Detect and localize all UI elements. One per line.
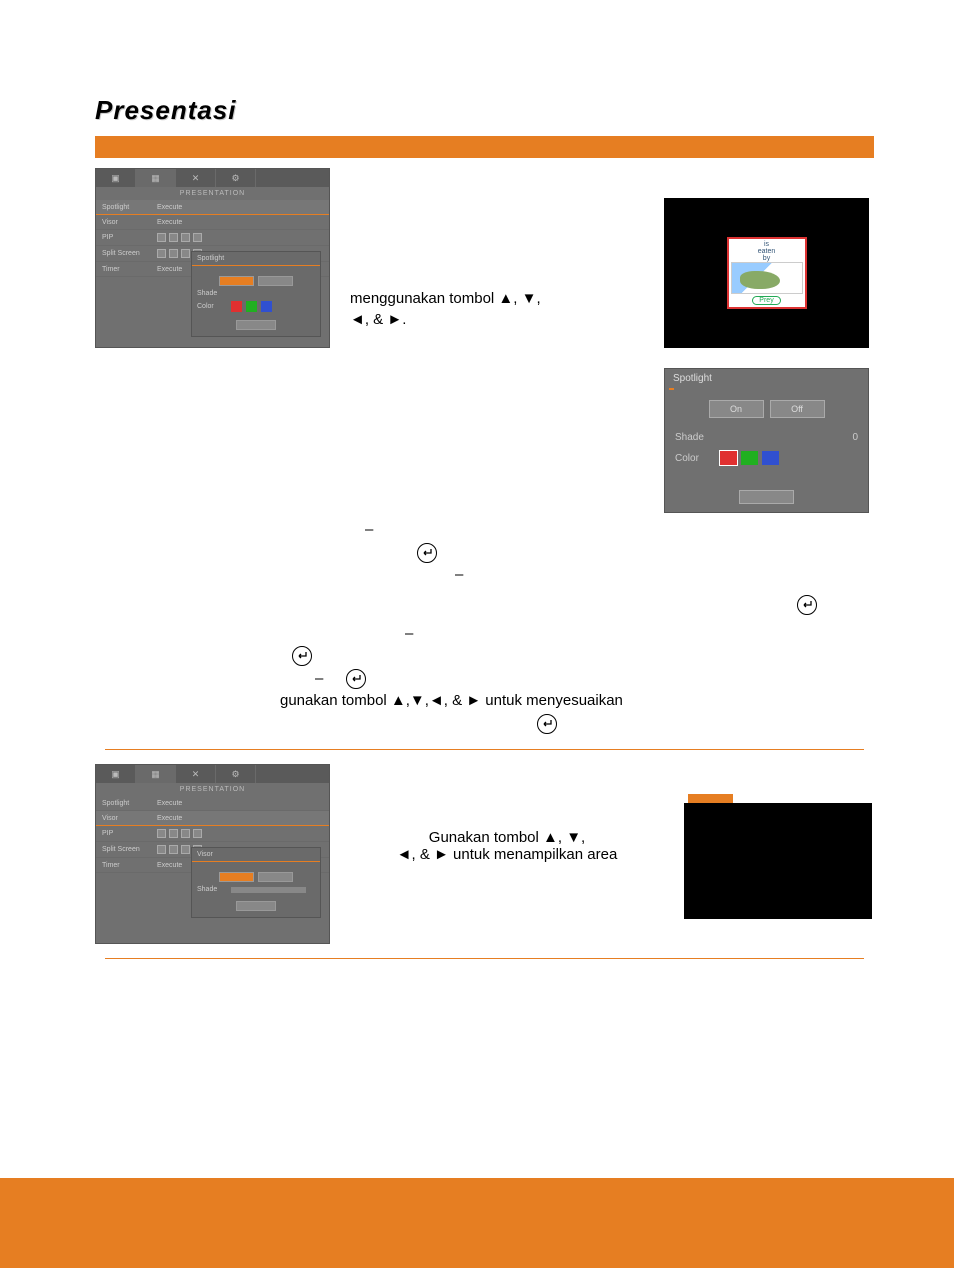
- spotlight-submenu: Spotlight On Off Shade 0 Color: [664, 368, 869, 513]
- tab-icon: ⚙: [216, 169, 256, 187]
- menu-row-visor: VisorExecute: [96, 811, 329, 826]
- tab-icon: ▣: [96, 169, 136, 187]
- preview-card: is eaten by Prey: [727, 237, 807, 309]
- swatch-green: [741, 451, 758, 465]
- swatch-red: [231, 301, 242, 312]
- tab-icon: ✕: [176, 169, 216, 187]
- swatch-blue: [762, 451, 779, 465]
- divider: [105, 958, 864, 959]
- ok-button: [739, 490, 794, 504]
- menu-row-spotlight: SpotlightExecute: [96, 796, 329, 811]
- menu-title: PRESENTATION: [96, 783, 329, 796]
- spotlight-popup: Spotlight Shade Color: [191, 251, 321, 337]
- visor-popup: Visor Shade: [191, 847, 321, 918]
- enter-icon: [346, 669, 366, 689]
- tab-icon: ✕: [176, 765, 216, 783]
- off-button: Off: [770, 400, 825, 418]
- body-text-1: menggunakan tombol ▲, ▼, ◄, & ►.: [350, 168, 644, 513]
- tab-icon: ▦: [136, 765, 176, 783]
- enter-icon: [537, 714, 557, 734]
- page-heading: Presentasi: [95, 95, 874, 126]
- menu-title: PRESENTATION: [96, 187, 329, 200]
- menu-row-pip: PIP: [96, 230, 329, 246]
- visor-preview: [684, 794, 872, 919]
- spotlight-preview: is eaten by Prey: [664, 198, 869, 348]
- heading-bar: [95, 136, 874, 158]
- swatch-red: [720, 451, 737, 465]
- instruction-block: – – – – gunakan tombol ▲,▼,◄, & ► untuk: [105, 519, 864, 735]
- enter-icon: [292, 646, 312, 666]
- menu-row-visor: VisorExecute: [96, 215, 329, 230]
- tab-icon: ⚙: [216, 765, 256, 783]
- footer-bar: [0, 1178, 954, 1268]
- swatch-blue: [261, 301, 272, 312]
- tab-icon: ▦: [136, 169, 176, 187]
- tab-icon: ▣: [96, 765, 136, 783]
- visor-menu-screenshot: ▣ ▦ ✕ ⚙ PRESENTATION SpotlightExecute Vi…: [95, 764, 330, 944]
- menu-row-spotlight: SpotlightExecute: [96, 200, 329, 215]
- visor-text: Gunakan tombol ▲, ▼, ◄, & ► untuk menamp…: [350, 764, 664, 944]
- swatch-green: [246, 301, 257, 312]
- spotlight-menu-screenshot: ▣ ▦ ✕ ⚙ PRESENTATION SpotlightExecute Vi…: [95, 168, 330, 348]
- on-button: On: [709, 400, 764, 418]
- enter-icon: [797, 595, 817, 615]
- menu-row-pip: PIP: [96, 826, 329, 842]
- enter-icon: [417, 543, 437, 563]
- divider: [105, 749, 864, 750]
